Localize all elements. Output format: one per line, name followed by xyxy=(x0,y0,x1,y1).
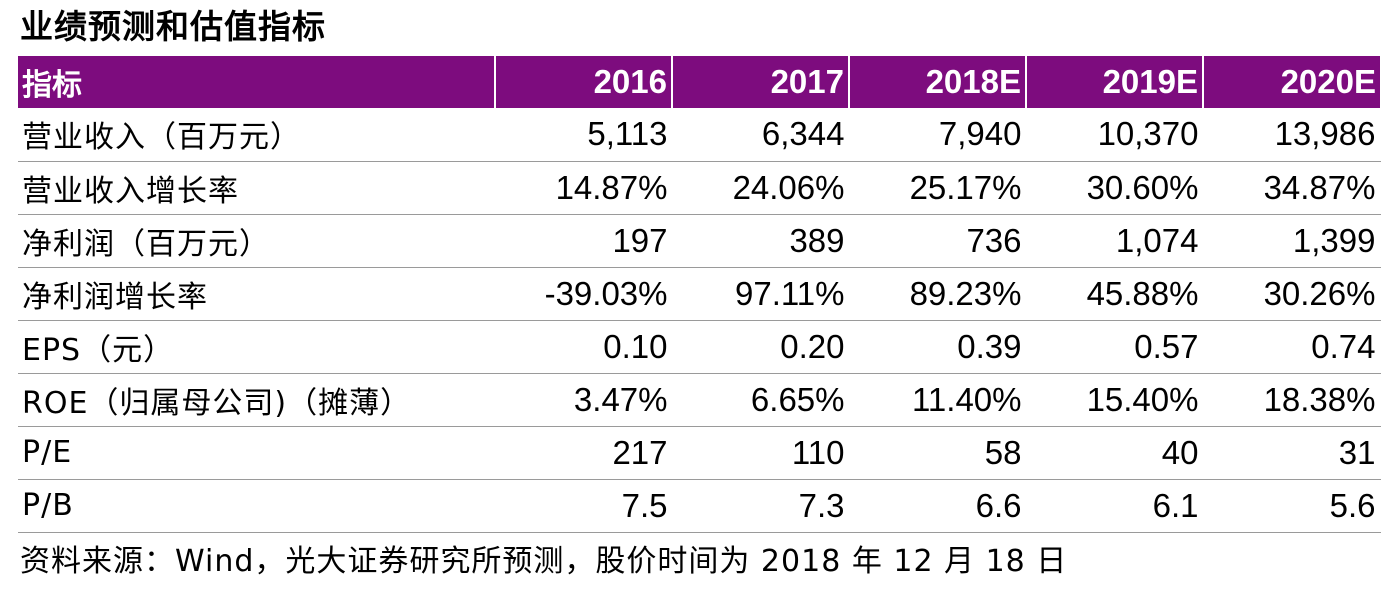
table-cell: 34.87% xyxy=(1203,161,1381,215)
row-label: 营业收入增长率 xyxy=(18,161,496,215)
table-cell: 10,370 xyxy=(1026,108,1204,162)
header-year-2020e: 2020E xyxy=(1280,63,1376,100)
table-cell: 15.40% xyxy=(1026,373,1204,427)
table-cell: 389 xyxy=(672,214,850,268)
table-row-pe: P/E 217 110 58 40 31 xyxy=(18,426,1381,480)
table-row-net-profit-growth: 净利润增长率 -39.03% 97.11% 89.23% 45.88% 30.2… xyxy=(18,267,1381,321)
table-cell: 45.88% xyxy=(1026,267,1204,321)
table-cell: 58 xyxy=(849,426,1027,480)
table-cell: 11.40% xyxy=(849,373,1027,427)
header-year-2016: 2016 xyxy=(495,56,673,108)
table-cell: 736 xyxy=(849,214,1027,268)
table-row-eps: EPS（元） 0.10 0.20 0.39 0.57 0.74 xyxy=(18,320,1381,374)
table-cell: 25.17% xyxy=(849,161,1027,215)
table-cell: 0.10 xyxy=(495,320,673,374)
table-cell: 6.1 xyxy=(1026,479,1204,533)
table-cell: 0.39 xyxy=(849,320,1027,374)
table-cell: 30.60% xyxy=(1026,161,1204,215)
row-label: 净利润增长率 xyxy=(18,267,496,321)
table-cell: 0.74 xyxy=(1203,320,1381,374)
table-cell: 217 xyxy=(495,426,673,480)
header-year-2019e: 2019E xyxy=(1026,56,1204,108)
row-label: 营业收入（百万元） xyxy=(18,108,496,162)
table-cell: 24.06% xyxy=(672,161,850,215)
row-label: P/E xyxy=(18,426,496,480)
source-note: 资料来源：Wind，光大证券研究所预测，股价时间为 2018 年 12 月 18… xyxy=(20,544,1068,579)
table-cell: 5.6 xyxy=(1203,479,1381,533)
table-row-roe: ROE（归属母公司)（摊薄） 3.47% 6.65% 11.40% 15.40%… xyxy=(18,373,1381,427)
table-header-row: 指标 2016 2017 2018E 2019E 2020E xyxy=(18,56,1380,108)
header-year-2017: 2017 xyxy=(672,56,850,108)
table-cell: 6.65% xyxy=(672,373,850,427)
table-cell: 7.5 xyxy=(495,479,673,533)
table-cell: 14.87% xyxy=(495,161,673,215)
table-cell: 7.3 xyxy=(672,479,850,533)
table-cell: 5,113 xyxy=(495,108,673,162)
table-row-net-profit: 净利润（百万元） 197 389 736 1,074 1,399 xyxy=(18,214,1381,268)
table-cell: 0.20 xyxy=(672,320,850,374)
table-cell: 6,344 xyxy=(672,108,850,162)
table-cell: 30.26% xyxy=(1203,267,1381,321)
table-cell: 97.11% xyxy=(672,267,850,321)
table-cell: 1,074 xyxy=(1026,214,1204,268)
table-cell: 31 xyxy=(1203,426,1381,480)
table-title: 业绩预测和估值指标 xyxy=(20,7,326,46)
forecast-valuation-table: 指标 2016 2017 2018E 2019E 2020E 营业收入（百万元）… xyxy=(18,56,1381,533)
table-cell: 89.23% xyxy=(849,267,1027,321)
row-label: ROE（归属母公司)（摊薄） xyxy=(18,373,496,427)
table-cell: 3.47% xyxy=(495,373,673,427)
table-row-pb: P/B 7.5 7.3 6.6 6.1 5.6 xyxy=(18,479,1381,533)
table-cell: 18.38% xyxy=(1203,373,1381,427)
row-label: 净利润（百万元） xyxy=(18,214,496,268)
table-cell: 13,986 xyxy=(1203,108,1381,162)
table-cell: 7,940 xyxy=(849,108,1027,162)
table-cell: -39.03% xyxy=(495,267,673,321)
table-row-revenue: 营业收入（百万元） 5,113 6,344 7,940 10,370 13,98… xyxy=(18,108,1381,162)
table-cell: 0.57 xyxy=(1026,320,1204,374)
row-label: EPS（元） xyxy=(18,320,496,374)
header-year-2018e: 2018E xyxy=(849,56,1027,108)
row-label: P/B xyxy=(18,479,496,533)
table-row-revenue-growth: 营业收入增长率 14.87% 24.06% 25.17% 30.60% 34.8… xyxy=(18,161,1381,215)
table-cell: 6.6 xyxy=(849,479,1027,533)
table-cell: 1,399 xyxy=(1203,214,1381,268)
table-cell: 110 xyxy=(672,426,850,480)
table-cell: 40 xyxy=(1026,426,1204,480)
header-label-cell: 指标 xyxy=(18,56,496,108)
table-cell: 197 xyxy=(495,214,673,268)
